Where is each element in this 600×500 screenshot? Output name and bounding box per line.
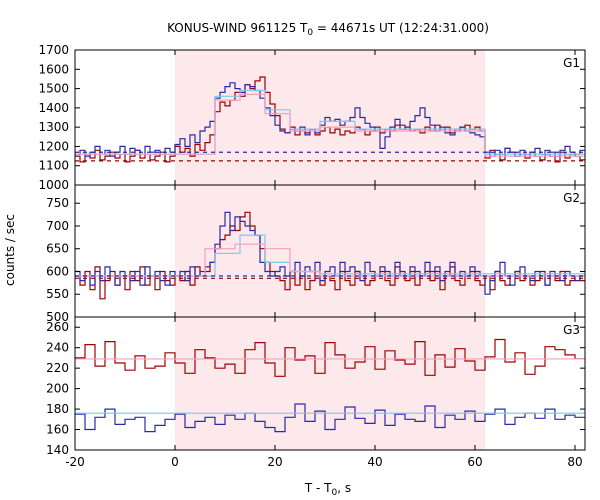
series-blue-histogram — [75, 403, 585, 433]
y-tick-label: 1700 — [38, 43, 69, 57]
x-tick-label: 40 — [367, 455, 382, 469]
panel-g3: 140 160 180 200 220 240 260 -20 0 20 40 60 80 G3 — [46, 316, 586, 469]
x-tick-label: 0 — [171, 455, 179, 469]
y-tick-label: 180 — [46, 402, 69, 416]
y-tick-label: 1100 — [38, 159, 69, 173]
panel-frame — [74, 316, 586, 451]
shaded-interval — [175, 185, 485, 317]
series-blue-histogram — [75, 211, 585, 295]
chart-title: KONUS-WIND 961125 T0 = 44671s UT (12:24:… — [167, 21, 489, 38]
x-tick-label: 20 — [267, 455, 282, 469]
y-tick-label: 550 — [46, 287, 69, 301]
y-tick-label: 700 — [46, 219, 69, 233]
panel-g2: 500 550 600 650 700 750 G2 — [46, 184, 586, 324]
x-axis-label: T - T0, s — [304, 481, 351, 498]
y-tick-label: 600 — [46, 264, 69, 278]
y-tick-label: 1300 — [38, 120, 69, 134]
plot-area — [75, 211, 585, 300]
y-axis-label: counts / sec — [3, 214, 17, 286]
y-tick-label: 750 — [46, 196, 69, 210]
y-tick-label: 260 — [46, 320, 69, 334]
panel-label-g2: G2 — [563, 191, 580, 205]
x-tick-label: -20 — [65, 455, 85, 469]
plot-area — [75, 338, 585, 433]
y-tick-label: 220 — [46, 361, 69, 375]
series-blue-histogram — [75, 82, 585, 157]
panel-label-g3: G3 — [563, 323, 580, 337]
y-tick-label: 1500 — [38, 82, 69, 96]
y-tick-label: 240 — [46, 341, 69, 355]
y-tick-label: 500 — [46, 310, 69, 324]
x-tick-label: 80 — [567, 455, 582, 469]
series-pink-fit — [75, 93, 585, 157]
panel-g1: 1000 1100 1200 1300 1400 1500 1600 1700 G1 — [38, 43, 586, 192]
y-tick-label: 1200 — [38, 139, 69, 153]
series-red-histogram — [75, 338, 585, 377]
y-tick-label: 200 — [46, 382, 69, 396]
panel-label-g1: G1 — [563, 56, 580, 70]
y-tick-label: 1400 — [38, 101, 69, 115]
y-tick-label: 1600 — [38, 62, 69, 76]
y-tick-label: 140 — [46, 443, 69, 457]
y-tick-label: 160 — [46, 423, 69, 437]
y-tick-label: 1000 — [38, 178, 69, 192]
series-pink-fit — [75, 243, 585, 277]
x-tick-label: 60 — [467, 455, 482, 469]
shaded-interval — [175, 317, 485, 450]
y-tick-label: 650 — [46, 242, 69, 256]
plot-area — [75, 76, 585, 163]
